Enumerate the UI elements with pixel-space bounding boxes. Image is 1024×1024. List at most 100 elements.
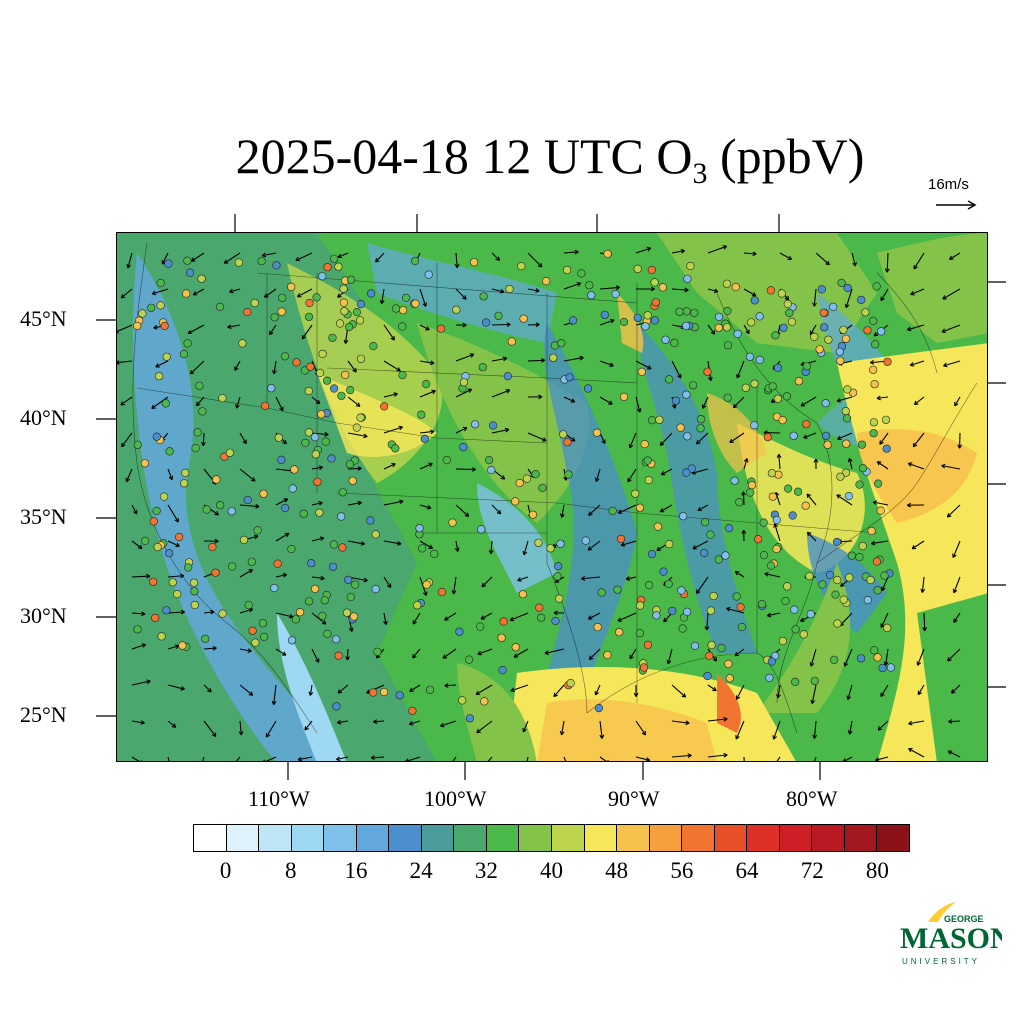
station-marker xyxy=(356,299,365,309)
wind-arrow xyxy=(729,432,745,444)
wind-arrow xyxy=(476,720,493,734)
colorbar-tick-label: 80 xyxy=(865,858,889,883)
wind-arrow xyxy=(383,540,402,546)
wind-arrow xyxy=(297,756,313,761)
station-marker xyxy=(499,617,508,626)
wind-arrow xyxy=(295,252,313,262)
station-marker xyxy=(189,578,199,587)
wind-arrow xyxy=(741,529,747,542)
station-marker xyxy=(682,390,691,399)
colorbar-swatch xyxy=(747,825,780,851)
station-marker xyxy=(714,323,723,332)
wind-arrow xyxy=(336,719,349,725)
wind-arrow xyxy=(239,503,260,509)
station-marker xyxy=(465,714,475,723)
station-marker xyxy=(869,316,878,325)
wind-arrow xyxy=(454,252,460,269)
wind-arrow xyxy=(696,576,709,594)
wind-arrow xyxy=(707,245,728,254)
wind-arrow xyxy=(311,612,327,625)
wind-arrow xyxy=(235,396,241,409)
station-marker xyxy=(338,488,347,497)
station-marker xyxy=(881,415,891,424)
colorbar-tick-label: 24 xyxy=(409,858,433,883)
station-marker xyxy=(581,536,590,545)
wind-arrow xyxy=(487,756,493,761)
wind-arrow xyxy=(950,684,961,694)
station-marker xyxy=(615,628,624,637)
wind-arrow xyxy=(837,432,853,441)
station-marker xyxy=(197,274,206,283)
station-marker xyxy=(839,595,848,604)
wind-arrow xyxy=(419,288,427,307)
station-marker xyxy=(841,468,851,477)
wind-arrow xyxy=(909,360,925,367)
wind-arrow xyxy=(203,609,215,615)
station-marker xyxy=(339,284,348,293)
station-marker xyxy=(886,663,896,672)
station-marker xyxy=(470,258,479,267)
wind-arrow xyxy=(617,612,637,622)
wind-arrow xyxy=(131,504,138,515)
wind-arrow xyxy=(383,392,398,398)
station-marker xyxy=(542,276,551,286)
station-marker xyxy=(244,601,253,610)
wind-arrow xyxy=(131,756,143,761)
station-marker xyxy=(757,600,767,609)
station-marker xyxy=(183,339,192,348)
wind-arrow xyxy=(880,288,889,302)
station-marker xyxy=(193,428,202,437)
station-marker xyxy=(818,580,827,589)
wind-arrow xyxy=(373,719,385,724)
wind-arrow xyxy=(701,396,709,409)
station-marker xyxy=(248,626,257,635)
station-marker xyxy=(641,322,650,331)
station-marker xyxy=(633,264,642,274)
station-marker xyxy=(159,492,169,501)
station-marker xyxy=(528,510,538,519)
wind-arrow xyxy=(131,643,147,650)
station-marker xyxy=(556,539,565,548)
wind-arrow xyxy=(347,360,357,373)
title-species: O xyxy=(656,128,693,184)
station-marker xyxy=(791,625,800,634)
station-marker xyxy=(334,651,343,660)
station-marker xyxy=(191,444,200,453)
station-marker xyxy=(765,673,774,683)
ozone-map[interactable] xyxy=(116,232,988,762)
station-marker xyxy=(564,470,573,479)
station-marker xyxy=(476,622,485,631)
station-marker xyxy=(679,512,688,521)
station-marker xyxy=(681,321,691,330)
wind-arrow xyxy=(884,252,890,273)
wind-arrow xyxy=(581,576,601,581)
colorbar-swatch xyxy=(356,825,390,851)
wind-arrow xyxy=(275,648,287,656)
station-marker xyxy=(870,340,880,349)
wind-arrow xyxy=(879,432,889,445)
station-marker xyxy=(257,257,266,266)
station-marker xyxy=(651,298,661,307)
station-marker xyxy=(413,601,422,610)
station-marker xyxy=(239,535,249,545)
station-marker xyxy=(782,392,792,401)
station-marker xyxy=(650,278,659,287)
wind-arrow xyxy=(563,396,576,403)
station-marker xyxy=(351,580,360,589)
station-marker xyxy=(337,512,346,521)
wind-arrow xyxy=(671,753,692,759)
colorbar-tick-label: 64 xyxy=(735,858,759,883)
wind-arrow xyxy=(814,756,817,761)
wind-arrow xyxy=(121,432,133,448)
station-marker xyxy=(329,540,339,549)
wind-arrow xyxy=(772,720,781,740)
station-marker xyxy=(600,310,609,319)
station-marker xyxy=(563,265,572,275)
station-marker xyxy=(847,551,856,560)
station-marker xyxy=(880,571,889,580)
station-marker xyxy=(659,567,668,576)
wind-arrow xyxy=(272,360,277,375)
station-marker xyxy=(480,697,489,706)
station-marker xyxy=(208,542,217,552)
wind-arrow xyxy=(345,648,351,661)
